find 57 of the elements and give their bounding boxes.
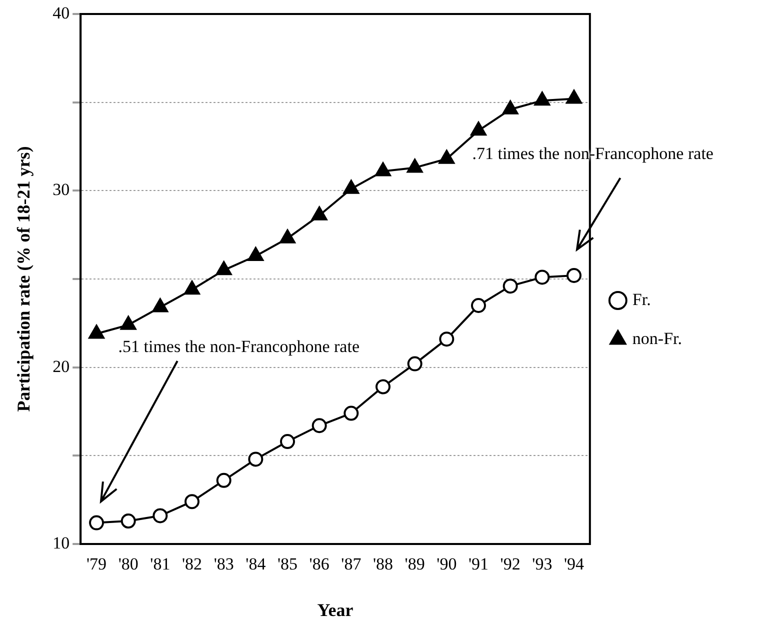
point <box>502 278 518 294</box>
x-axis-title: Year <box>317 600 354 620</box>
point <box>216 261 232 276</box>
x-tick-label: '90 <box>436 554 457 574</box>
y-tick-label: 20 <box>52 356 70 376</box>
point <box>343 180 360 194</box>
point <box>248 247 264 262</box>
point <box>89 515 104 530</box>
point <box>502 100 518 114</box>
point <box>376 379 391 394</box>
x-tick-label: '79 <box>86 554 107 574</box>
point <box>311 206 328 220</box>
legend-label: Fr. <box>632 290 651 309</box>
point <box>375 162 391 176</box>
point <box>407 356 422 372</box>
x-tick-label: '89 <box>404 554 425 574</box>
x-tick-label: '88 <box>372 554 394 574</box>
point <box>438 150 455 164</box>
x-tick-label: '94 <box>564 554 585 574</box>
point <box>344 406 359 421</box>
point <box>470 122 486 136</box>
x-tick-label: '91 <box>468 554 489 574</box>
point <box>120 316 136 330</box>
point <box>280 434 296 450</box>
point <box>184 494 200 510</box>
point <box>88 324 104 339</box>
x-tick-label: '85 <box>277 554 298 574</box>
x-tick-label: '80 <box>118 554 138 574</box>
point <box>534 270 550 285</box>
x-tick-label: '86 <box>309 554 330 574</box>
x-tick-label: '92 <box>500 554 520 574</box>
x-tick-label: '93 <box>532 554 552 574</box>
annotation: .51 times the non-Francophone rate <box>117 336 360 356</box>
point <box>152 508 168 524</box>
point <box>439 332 454 347</box>
y-axis-title: Participation rate (% of 18-21 yrs) <box>13 146 34 412</box>
legend-label: non-Fr. <box>632 328 682 348</box>
x-tick-label: '81 <box>150 554 170 574</box>
point <box>152 298 168 312</box>
point <box>566 268 582 283</box>
point <box>280 229 296 244</box>
point <box>471 298 486 313</box>
point <box>534 92 550 106</box>
point <box>184 280 200 295</box>
y-tick-label: 30 <box>52 180 70 200</box>
point <box>312 418 327 434</box>
point <box>120 514 136 529</box>
y-tick-label: 40 <box>52 3 70 22</box>
x-tick-label: '82 <box>182 554 202 574</box>
point <box>248 452 264 467</box>
y-tick-label: 10 <box>52 533 70 552</box>
x-tick-label: '87 <box>341 554 362 574</box>
point <box>406 158 423 173</box>
x-tick-label: '84 <box>246 554 266 574</box>
point <box>566 90 582 104</box>
point <box>216 472 232 488</box>
x-tick-label: '83 <box>214 554 234 574</box>
